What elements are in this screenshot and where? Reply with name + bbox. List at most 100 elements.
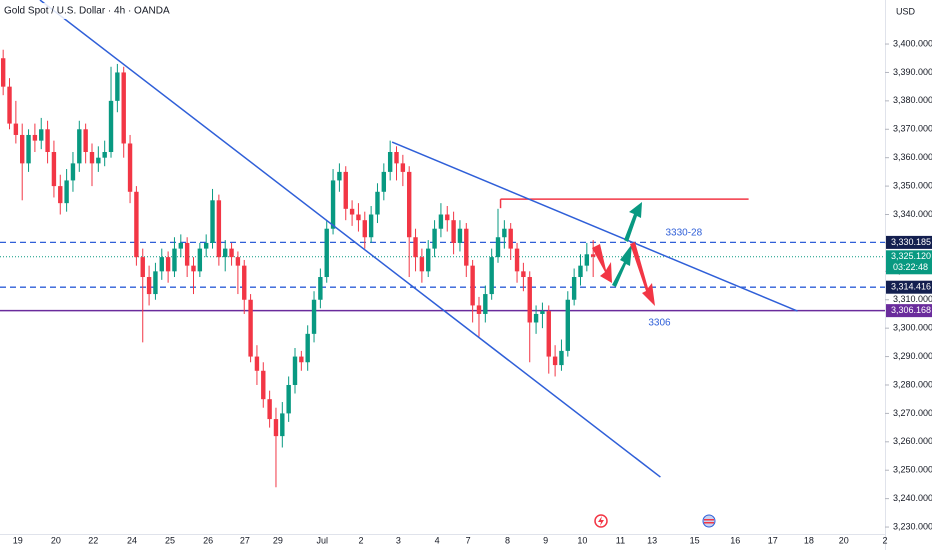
x-tick-label: 4 [435,535,440,545]
candle-body [565,299,570,351]
candle-body [45,129,50,153]
candle-body [280,413,285,437]
candle-body [464,228,469,266]
candle-body [153,271,158,295]
x-tick-label: 16 [730,535,740,545]
price-axis-bg [886,0,932,550]
candle-body [140,257,145,278]
candle-body [26,134,31,164]
x-tick-label: 20 [839,535,849,545]
y-tick-label: 3,380.000 [893,95,932,105]
y-tick-label: 3,310.000 [893,294,932,304]
candle-body [578,265,583,278]
candle-body [483,294,488,314]
x-tick-label: 2 [358,535,363,545]
candle-body [337,171,342,181]
candle-body [381,171,387,192]
price-tag [886,235,932,249]
candle-body [7,86,12,124]
candle-body [51,152,57,187]
candle-body [546,311,551,357]
candle-body [368,214,374,238]
candle-body [349,208,355,215]
candle-body [445,214,450,221]
candle-body [102,152,107,158]
candle-body [216,200,222,258]
candle-body [330,180,336,229]
candle-body [508,228,513,249]
candle-body [318,277,323,300]
x-tick-label: 10 [577,535,587,545]
x-tick-label: 19 [13,535,23,545]
candle-body [438,214,444,229]
y-tick-label: 3,270.000 [893,408,932,418]
candle-body [32,134,38,141]
candle-body [406,171,412,238]
candle-body [146,277,152,295]
x-tick-label: 24 [127,535,137,545]
event-icons [594,514,716,528]
x-tick-label: 15 [690,535,700,545]
x-tick-label: 26 [203,535,213,545]
candle-body [13,123,19,135]
candle-body [58,186,63,204]
title-bg [0,3,175,19]
y-tick-label: 3,260.000 [893,436,932,446]
x-tick-label: 22 [88,535,98,545]
candle-body [115,72,120,101]
candle-body [489,257,494,295]
x-tick-label: 17 [768,535,778,545]
candle-body [96,157,101,164]
y-tick-label: 3,240.000 [893,493,932,503]
price-tag-label: 3,306.168 [891,305,931,315]
candle-body [254,356,260,371]
candle-body [89,152,95,164]
candle-body [172,248,177,272]
price-tag-label: 3,314.416 [891,282,931,292]
candle-body [476,305,482,314]
trendline [391,141,798,312]
x-tick-label: 2 [882,535,887,545]
currency-label: USD [896,6,916,16]
candle-body [387,152,393,172]
candle-body [362,220,367,238]
countdown: 03:22:48 [893,262,928,272]
x-tick-label: 27 [240,535,250,545]
candle-body [552,356,558,366]
x-tick-label: 25 [165,535,175,545]
candle-body [305,333,310,363]
candle-body [571,277,577,300]
candle-body [470,265,475,306]
candle-body [559,350,564,366]
candle-body [432,228,437,249]
candle-body [165,257,171,272]
candle-body [235,257,241,266]
candle-body [495,237,501,258]
y-tick-label: 3,230.000 [893,521,932,531]
candle-body [159,257,164,272]
event-icon[interactable] [702,514,716,528]
plot-area: 3330-28 3306 [0,0,885,488]
price-tag-label: 3,330.185 [891,237,931,247]
arrow-up [624,202,642,242]
candle-body [242,265,247,300]
candle-body [203,242,209,249]
candle-body [426,248,431,272]
x-tick-label: 29 [273,535,283,545]
candle-body [521,271,526,278]
x-tick-label: 8 [505,535,510,545]
candle-body [286,384,291,414]
y-tick-label: 3,400.000 [893,38,932,48]
price-tag [886,304,932,318]
y-tick-label: 3,350.000 [893,180,932,190]
x-tick-label: 9 [543,535,548,545]
candle-body [70,163,76,181]
candle-body [343,171,348,209]
candle-body [108,100,114,153]
axes: 3,400.000 3,390.000 3,380.000 3,370.000 3,36… [13,38,932,545]
y-tick-label: 3,390.000 [893,67,932,77]
candle-body [267,399,272,420]
event-glyph [704,519,714,521]
candle-body [191,265,196,272]
